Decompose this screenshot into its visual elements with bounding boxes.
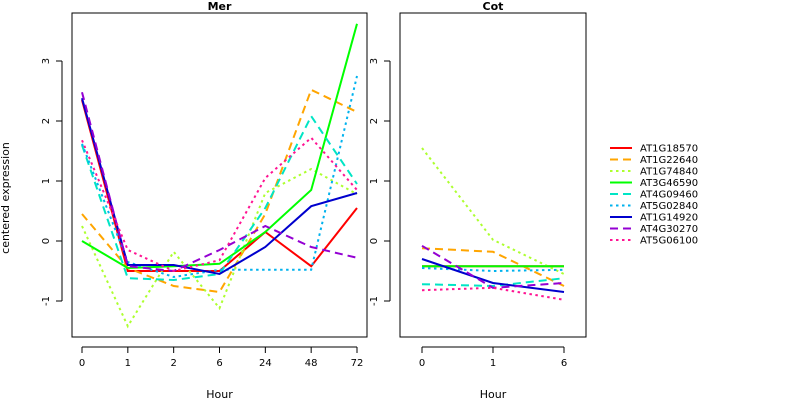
series-line-at1g74840-cot	[421, 147, 565, 275]
x-tick-label-mer: 2	[170, 358, 176, 369]
series-line-at5g02840-cot	[421, 267, 565, 273]
panel-frame-cot	[399, 12, 587, 338]
x-tick-label-cot: 1	[490, 358, 496, 369]
series-line-at3g46590-mer	[81, 23, 358, 270]
y-tick-label-cot: -1	[369, 296, 380, 306]
y-tick-label-cot: 2	[369, 118, 380, 124]
y-tick-label-cot: 3	[369, 58, 380, 64]
legend-label-at4g09460: AT4G09460	[640, 190, 698, 201]
x-axis-title-mer: Hour	[206, 388, 233, 400]
series-line-at5g06100-mer	[81, 136, 358, 273]
series-line-at4g30270-cot	[421, 244, 565, 289]
x-tick-label-mer: 72	[351, 358, 364, 369]
y-tick-label-mer: -1	[41, 296, 52, 306]
y-axis-title: centered expression	[0, 142, 12, 254]
x-tick-label-cot: 0	[419, 358, 425, 369]
legend-label-at1g22640: AT1G22640	[640, 155, 698, 166]
series-line-at1g18570-mer	[81, 99, 358, 272]
y-tick-label-cot: 1	[369, 178, 380, 184]
legend-label-at4g30270: AT4G30270	[640, 224, 698, 235]
legend-label-at1g18570: AT1G18570	[640, 144, 698, 155]
y-tick-label-cot: 0	[369, 238, 380, 244]
series-line-at1g14920-cot	[421, 258, 565, 293]
series-line-at4g09460-cot	[421, 277, 565, 288]
series-line-at1g14920-mer	[81, 97, 358, 276]
legend-label-at3g46590: AT3G46590	[640, 178, 698, 189]
x-tick-label-mer: 6	[216, 358, 222, 369]
x-tick-label-mer: 0	[79, 358, 85, 369]
panel-title-mer: Mer	[208, 0, 232, 13]
legend-label-at1g74840: AT1G74840	[640, 167, 698, 178]
series-line-at4g30270-mer	[81, 91, 358, 273]
y-tick-label-mer: 2	[41, 118, 52, 124]
legend-label-at1g14920: AT1G14920	[640, 213, 698, 224]
series-line-at1g74840-mer	[81, 167, 358, 329]
x-axis-title-cot: Hour	[480, 388, 507, 400]
y-tick-label-mer: 0	[41, 238, 52, 244]
y-tick-label-mer: 3	[41, 58, 52, 64]
x-tick-label-mer: 1	[125, 358, 131, 369]
x-tick-label-cot: 6	[561, 358, 567, 369]
x-tick-label-mer: 48	[305, 358, 318, 369]
legend-label-at5g02840: AT5G02840	[640, 201, 698, 212]
panel-frame-mer	[71, 12, 368, 338]
x-tick-label-mer: 24	[259, 358, 272, 369]
panel-title-cot: Cot	[483, 0, 504, 13]
y-tick-label-mer: 1	[41, 178, 52, 184]
legend-label-at5g06100: AT5G06100	[640, 236, 698, 247]
series-line-at1g22640-cot	[421, 247, 565, 287]
